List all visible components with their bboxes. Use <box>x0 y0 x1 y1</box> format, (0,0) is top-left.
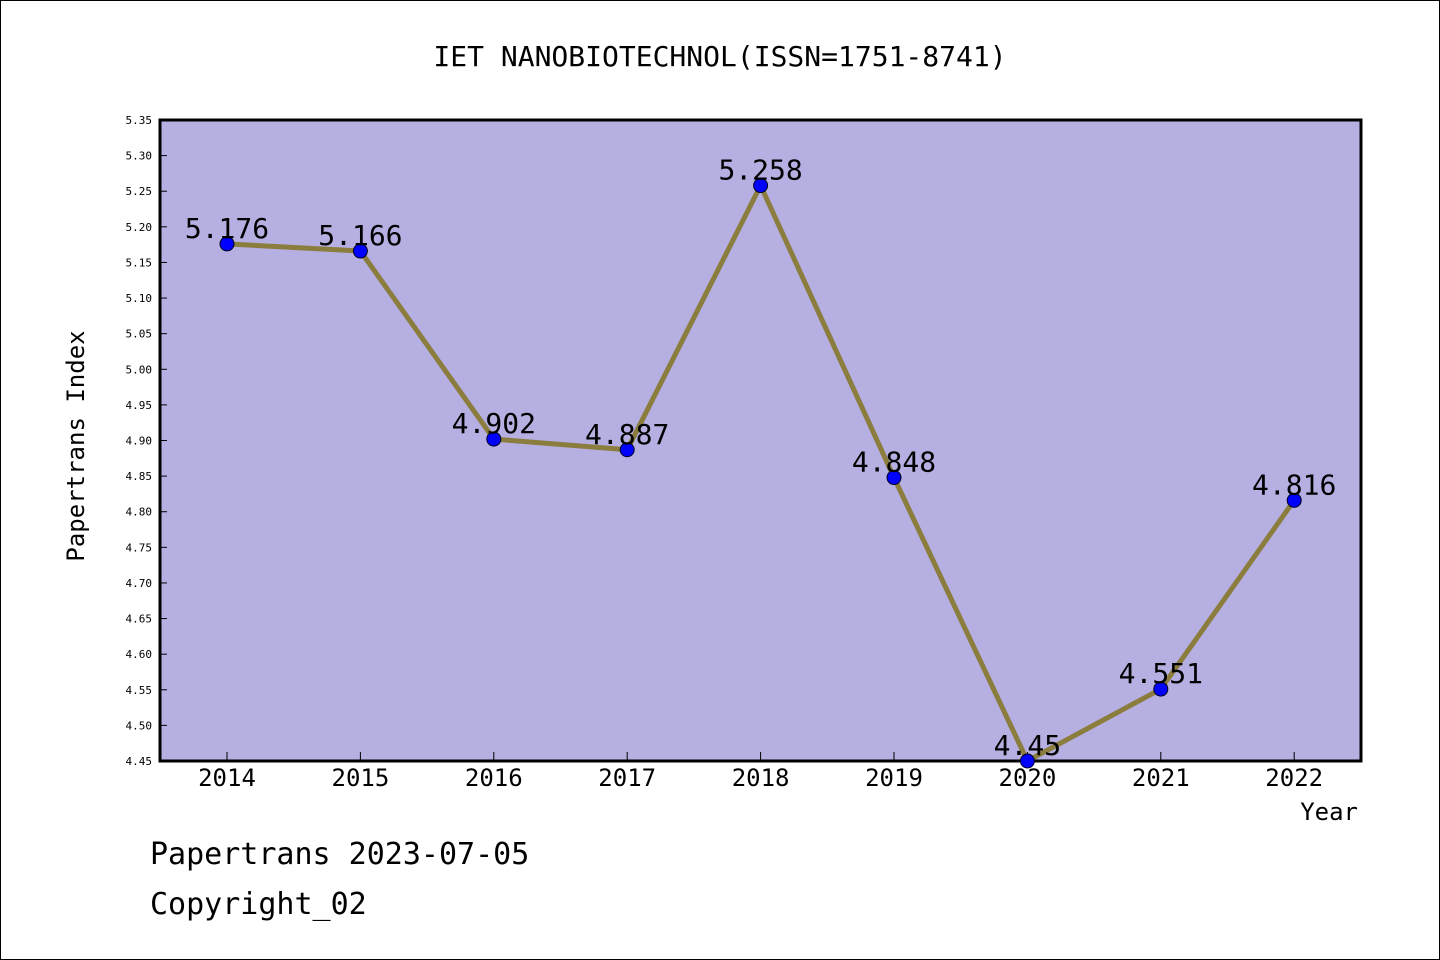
y-tick-label: 4.45 <box>126 755 153 768</box>
data-label: 4.45 <box>994 729 1061 762</box>
y-tick-label: 5.20 <box>126 221 153 234</box>
y-tick-label: 5.05 <box>126 328 153 341</box>
y-axis: 4.45 4.50 4.55 4.60 4.65 4.70 4.75 4.80 4.85 4.90… <box>126 114 167 768</box>
data-label: 5.258 <box>718 154 802 187</box>
data-label: 4.887 <box>585 418 669 451</box>
data-label: 4.816 <box>1252 468 1336 501</box>
x-tick-label: 2022 <box>1265 764 1323 792</box>
chart-title: IET NANOBIOTECHNOL(ISSN=1751-8741) <box>433 40 1006 73</box>
data-point <box>753 178 769 194</box>
y-tick-label: 5.10 <box>126 292 153 305</box>
data-label: 4.551 <box>1119 657 1203 690</box>
data-labels: 5.176 5.166 4.902 4.887 5.258 4.848 4.45 4.551 4… <box>185 154 1336 762</box>
data-point <box>619 442 635 458</box>
data-markers <box>219 178 1302 769</box>
x-tick-label: 2015 <box>332 764 390 792</box>
y-axis-label: Papertrans Index <box>62 330 90 561</box>
x-tick-label: 2019 <box>865 764 923 792</box>
y-tick-label: 4.85 <box>126 470 153 483</box>
data-label: 5.176 <box>185 212 269 245</box>
y-tick-label: 5.30 <box>126 150 153 163</box>
y-tick-label: 5.15 <box>126 256 153 269</box>
x-tick-label: 2014 <box>198 764 256 792</box>
x-tick-label: 2016 <box>465 764 523 792</box>
footer-copyright: Copyright_02 <box>150 887 367 922</box>
footer-date: Papertrans 2023-07-05 <box>150 837 529 872</box>
data-point <box>1019 753 1035 769</box>
data-point <box>219 236 235 252</box>
x-axis: 2014 2015 2016 2017 2018 2019 2020 2021 2022 <box>198 752 1323 792</box>
data-point <box>486 431 502 447</box>
data-point <box>352 243 368 259</box>
data-label: 4.902 <box>452 407 536 440</box>
y-tick-label: 5.35 <box>126 114 153 127</box>
x-tick-label: 2021 <box>1132 764 1190 792</box>
x-axis-label: Year <box>1300 798 1358 826</box>
y-tick-label: 4.60 <box>126 648 153 661</box>
data-point <box>1286 492 1302 508</box>
y-tick-label: 5.00 <box>126 363 153 376</box>
y-tick-label: 4.95 <box>126 399 153 412</box>
y-tick-label: 4.90 <box>126 435 153 448</box>
y-tick-label: 4.65 <box>126 613 153 626</box>
y-tick-label: 4.70 <box>126 577 153 590</box>
y-tick-label: 4.50 <box>126 719 153 732</box>
y-tick-label: 4.80 <box>126 506 153 519</box>
data-label: 5.166 <box>318 219 402 252</box>
x-tick-label: 2018 <box>732 764 790 792</box>
y-tick-label: 4.55 <box>126 684 153 697</box>
x-tick-label: 2017 <box>598 764 656 792</box>
data-label: 4.848 <box>852 446 936 479</box>
y-tick-label: 4.75 <box>126 541 153 554</box>
data-point <box>886 470 902 486</box>
x-tick-label: 2020 <box>999 764 1057 792</box>
plot-area <box>158 118 1363 763</box>
y-tick-label: 5.25 <box>126 185 153 198</box>
data-point <box>1153 681 1169 697</box>
